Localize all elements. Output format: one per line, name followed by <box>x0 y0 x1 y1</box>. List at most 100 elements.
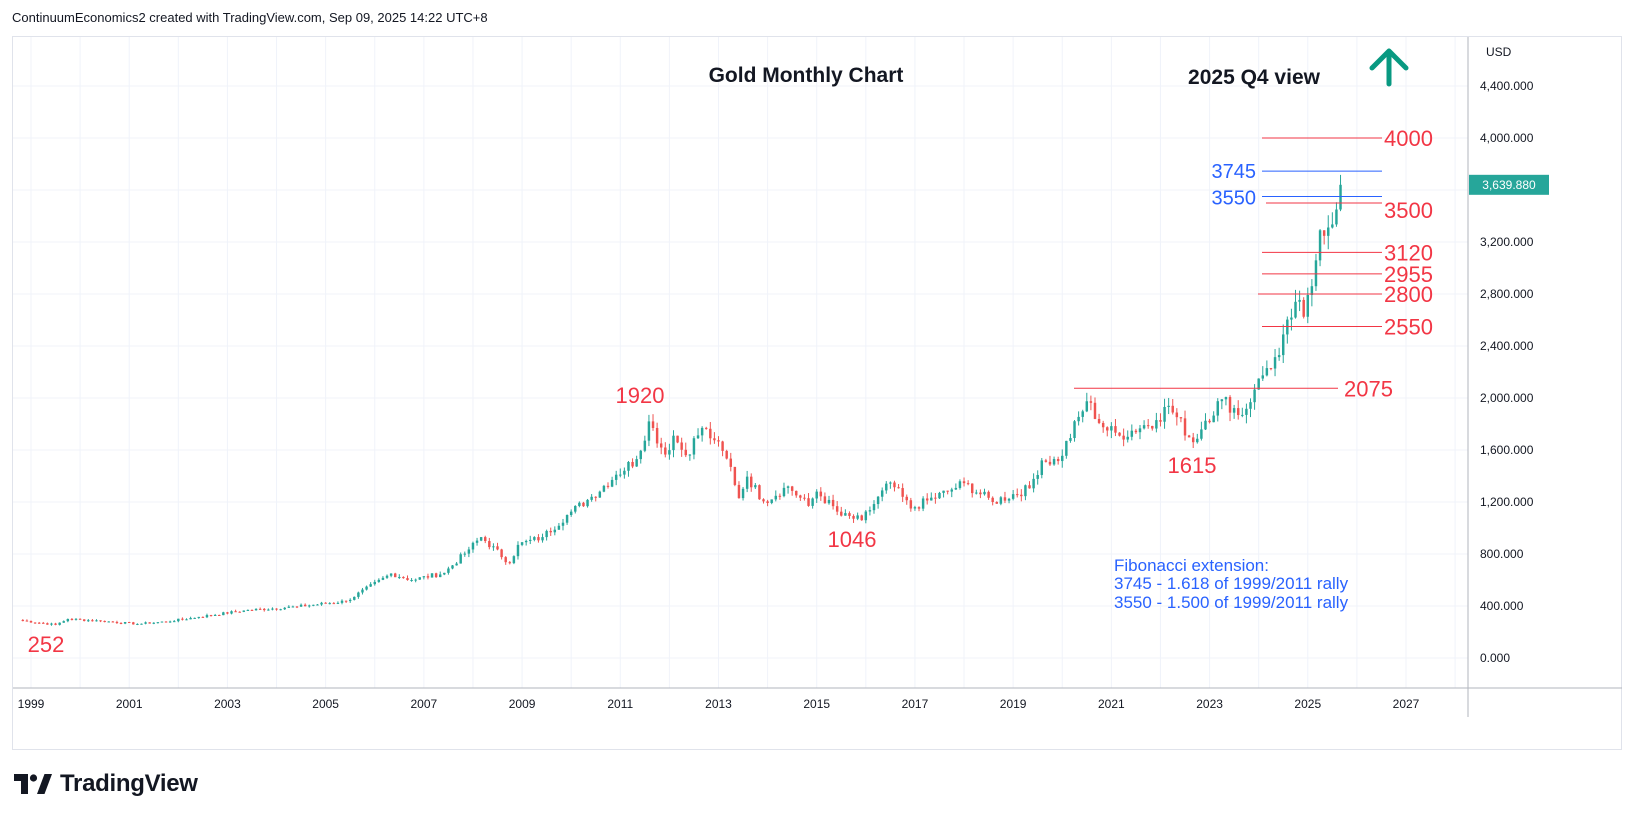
candle-body <box>168 621 172 623</box>
candle-body <box>889 482 892 484</box>
candle-body <box>1163 406 1166 422</box>
candle-body <box>909 500 913 509</box>
candle-body <box>479 537 483 541</box>
candle-body <box>721 441 724 451</box>
candle-body <box>541 537 544 541</box>
candle-body <box>1110 426 1113 431</box>
candle-body <box>95 620 98 622</box>
candle-body <box>29 620 33 623</box>
candle-body <box>713 438 716 441</box>
candle-body <box>1245 408 1248 415</box>
candle-body <box>786 486 790 488</box>
candle-body <box>393 573 397 578</box>
candle-body <box>316 604 319 606</box>
candle-body <box>1155 420 1158 429</box>
candle-body <box>1114 426 1117 433</box>
candle-body <box>885 483 888 491</box>
candle-body <box>946 490 949 492</box>
chart-subtitle: 2025 Q4 view <box>1188 66 1321 89</box>
candle-body <box>213 614 217 616</box>
chart-frame <box>12 36 1622 750</box>
candle-body <box>242 610 246 612</box>
tradingview-logo[interactable]: TradingView <box>14 770 198 798</box>
candle-body <box>815 491 818 499</box>
candle-body <box>1081 411 1084 417</box>
candle-body <box>173 621 176 623</box>
level-label-3120: 3120 <box>1384 240 1433 265</box>
candle-body <box>287 606 291 608</box>
candle-body <box>578 502 581 506</box>
candle-body <box>1228 397 1232 413</box>
candle-body <box>459 554 462 564</box>
candle-body <box>422 576 426 578</box>
candle-body <box>271 608 274 610</box>
candle-body <box>1249 402 1252 409</box>
candle-body <box>1204 420 1207 430</box>
candle-body <box>140 623 143 625</box>
candle-body <box>799 495 802 498</box>
candle-body <box>549 530 552 533</box>
level-label-3550: 3550 <box>1212 188 1257 210</box>
candle-body <box>880 490 884 497</box>
candle-body <box>668 450 671 455</box>
candle-body <box>353 596 356 600</box>
candle-body <box>860 515 863 521</box>
candle-body <box>758 485 761 500</box>
candle-body <box>1196 438 1199 443</box>
point-label-1615: 1615 <box>1168 453 1217 478</box>
candle-body <box>1187 435 1191 438</box>
candle-body <box>279 609 282 611</box>
candle-body <box>1097 418 1101 423</box>
candle-body <box>1028 485 1031 489</box>
candle-body <box>455 563 458 566</box>
candle-body <box>606 485 610 487</box>
candle-body <box>1151 425 1154 429</box>
candle-body <box>177 618 180 622</box>
candle-body <box>226 612 229 614</box>
candle-body <box>234 611 237 613</box>
candle-body <box>1335 209 1338 225</box>
candle-body <box>795 490 798 496</box>
candle-body <box>1327 227 1330 236</box>
candle-body <box>1216 401 1219 416</box>
candle-body <box>197 616 201 618</box>
candle-body <box>54 623 57 625</box>
candle-body <box>209 615 213 617</box>
candle-body <box>418 577 421 580</box>
candle-body <box>414 579 417 581</box>
candle-body <box>610 479 614 487</box>
candle-body <box>1101 422 1105 428</box>
y-tick-label: 3,200.000 <box>1480 235 1534 249</box>
candle-body <box>975 492 978 494</box>
y-tick-label: 800.000 <box>1480 547 1524 561</box>
candle-body <box>520 542 524 545</box>
candle-body <box>438 574 442 578</box>
candle-body <box>1044 460 1048 462</box>
candle-body <box>844 513 847 516</box>
candle-body <box>62 621 65 623</box>
candle-body <box>78 618 82 620</box>
candle-body <box>741 488 745 499</box>
candle-body <box>1171 405 1174 413</box>
candle-body <box>1007 498 1011 501</box>
candle-body <box>1159 420 1162 422</box>
candle-body <box>1020 494 1023 497</box>
candle-body <box>905 496 908 501</box>
candle-body <box>913 507 917 509</box>
y-tick-label: 4,000.000 <box>1480 131 1534 145</box>
candle-body <box>1036 474 1039 479</box>
candle-body <box>348 599 352 602</box>
candle-body <box>58 622 61 625</box>
y-tick-label: 0.000 <box>1480 651 1510 665</box>
candle-body <box>1065 440 1068 456</box>
candle-body <box>655 427 659 444</box>
candle-body <box>623 470 626 475</box>
candle-body <box>1261 375 1264 379</box>
candle-body <box>508 562 512 564</box>
candle-body <box>119 622 123 624</box>
candle-body <box>942 490 945 493</box>
candle-body <box>966 483 970 485</box>
x-tick-label: 2025 <box>1294 697 1321 711</box>
level-label-3745: 3745 <box>1212 161 1257 183</box>
